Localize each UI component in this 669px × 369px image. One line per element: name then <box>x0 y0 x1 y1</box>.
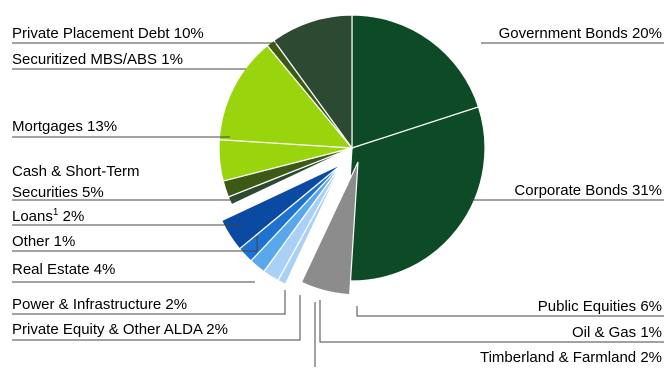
slice-label-mortgages-13: Mortgages 13% <box>12 118 117 135</box>
pie-slice-government-bonds-20 <box>351 14 480 149</box>
slice-label-other-1: Other 1% <box>12 233 75 250</box>
slice-label-securitized-mbs-abs-1: Securitized MBS/ABS 1% <box>12 51 183 68</box>
slice-labels: Government Bonds 20% Corporate Bonds 31% P… <box>12 25 662 366</box>
leader-line-private-equity-and-other-alda-2 <box>12 295 301 341</box>
pie-slices <box>218 14 486 296</box>
leader-line-oil-and-gas-1 <box>319 300 664 343</box>
slice-label-government-bonds-20: Government Bonds 20% <box>499 25 662 42</box>
slice-label-power-and-infrastructure-2: Power & Infrastructure 2% <box>12 296 187 313</box>
slice-label-private-placement-debt-10: Private Placement Debt 10% <box>12 25 204 42</box>
leader-line-other-1 <box>12 236 258 252</box>
pie-slice-real-estate-4 <box>220 163 343 250</box>
slice-label-line: Cash & Short-Term <box>12 163 140 180</box>
slice-label-corporate-bonds-31: Corporate Bonds 31% <box>514 182 662 199</box>
leader-line-power-and-infrastructure-2 <box>12 290 286 315</box>
slice-label-public-equities-6: Public Equities 6% <box>538 298 662 315</box>
pie-slice-corporate-bonds-31 <box>343 106 486 282</box>
leader-line-public-equities-6 <box>356 306 664 317</box>
pie-slice-mortgages-13 <box>218 44 354 149</box>
slice-label-oil-and-gas-1: Oil & Gas 1% <box>572 324 662 341</box>
footnote-marker: 1 <box>53 207 59 218</box>
slice-label-private-equity-and-other-alda-2: Private Equity & Other ALDA 2% <box>12 321 228 338</box>
slice-label-loans-2: Loans1 2% <box>12 207 84 225</box>
slice-label-timberland-and-farmland-2: Timberland & Farmland 2% <box>480 349 662 366</box>
slice-label-real-estate-4: Real Estate 4% <box>12 261 115 278</box>
pie-slice-public-equities-6 <box>300 161 359 296</box>
leader-lines <box>12 42 664 367</box>
pie-slice-private-placement-debt-10 <box>272 14 353 150</box>
slice-label-line: Securities 5% <box>12 184 104 201</box>
slice-label-cash-and-short-term-securities-5: Cash & Short-Term Securities 5% <box>12 163 140 201</box>
